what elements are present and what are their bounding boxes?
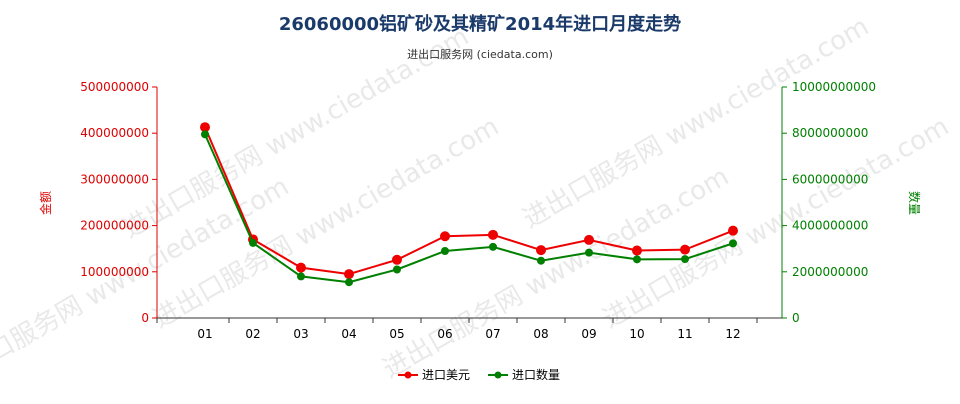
- data-point: [728, 225, 738, 236]
- data-point: [488, 229, 498, 240]
- left-axis-tick-label: 400000000: [80, 126, 149, 140]
- x-axis-tick-label: 03: [293, 327, 308, 341]
- data-point: [392, 254, 402, 265]
- series-layer: [200, 122, 738, 287]
- data-point: [585, 248, 593, 257]
- x-axis-tick-label: 07: [485, 327, 500, 341]
- data-point: [489, 242, 497, 251]
- data-point: [393, 265, 401, 274]
- data-point: [440, 231, 450, 242]
- x-axis-tick-label: 01: [197, 327, 212, 341]
- x-axis-tick-label: 06: [437, 327, 452, 341]
- legend-swatch-marker: [404, 371, 412, 379]
- right-axis-tick-label: 4000000000: [792, 219, 868, 233]
- legend-label: 进口美元: [422, 368, 470, 382]
- left-axis-tick-label: 100000000: [80, 265, 149, 279]
- data-point: [249, 238, 257, 247]
- chart-subtitle: 进出口服务网 (ciedata.com): [407, 47, 553, 61]
- series-line-1: [204, 126, 734, 276]
- x-axis-tick-label: 12: [725, 327, 740, 341]
- data-point: [344, 269, 354, 280]
- right-axis-tick-label: 2000000000: [792, 265, 868, 279]
- left-axis-tick-label: 300000000: [80, 172, 149, 186]
- data-point: [633, 255, 641, 264]
- chart-title: 26060000铝矿砂及其精矿2014年进口月度走势: [279, 13, 681, 35]
- data-point: [681, 255, 689, 264]
- legend-label: 进口数量: [512, 367, 560, 382]
- axes-layer: 0 100000000 200000000 300000000 400000000 500…: [80, 80, 876, 341]
- data-point: [632, 245, 642, 256]
- left-axis-tick-label: 200000000: [80, 219, 149, 233]
- legend-swatch-marker: [494, 371, 502, 379]
- legend: 进口美元 进口数量: [398, 367, 560, 382]
- data-point: [201, 130, 209, 139]
- data-point: [345, 278, 353, 287]
- right-axis-label: 数量: [907, 191, 922, 215]
- x-axis-tick-label: 05: [389, 327, 404, 341]
- right-axis-tick-label: 10000000000: [792, 80, 876, 94]
- data-point: [584, 234, 594, 245]
- right-axis-tick-label: 8000000000: [792, 126, 868, 140]
- left-axis-tick-label: 500000000: [80, 80, 149, 94]
- data-point: [200, 122, 210, 133]
- x-axis-tick-label: 02: [245, 327, 260, 341]
- x-axis-tick-label: 08: [533, 327, 548, 341]
- series-line-2: [204, 133, 734, 284]
- left-axis-tick-label: 0: [141, 311, 149, 325]
- x-axis-tick-label: 11: [677, 327, 692, 341]
- data-point: [537, 256, 545, 265]
- left-axis-label: 金额: [38, 191, 53, 215]
- data-point: [536, 245, 546, 256]
- x-axis-tick-label: 09: [581, 327, 596, 341]
- x-axis-tick-label: 10: [629, 327, 644, 341]
- data-point: [680, 244, 690, 255]
- data-point: [297, 272, 305, 281]
- right-axis-tick-label: 0: [792, 311, 800, 325]
- data-point: [441, 247, 449, 256]
- data-point: [729, 239, 737, 248]
- x-axis-tick-label: 04: [341, 327, 356, 341]
- right-axis-tick-label: 6000000000: [792, 172, 868, 186]
- data-point: [296, 262, 306, 273]
